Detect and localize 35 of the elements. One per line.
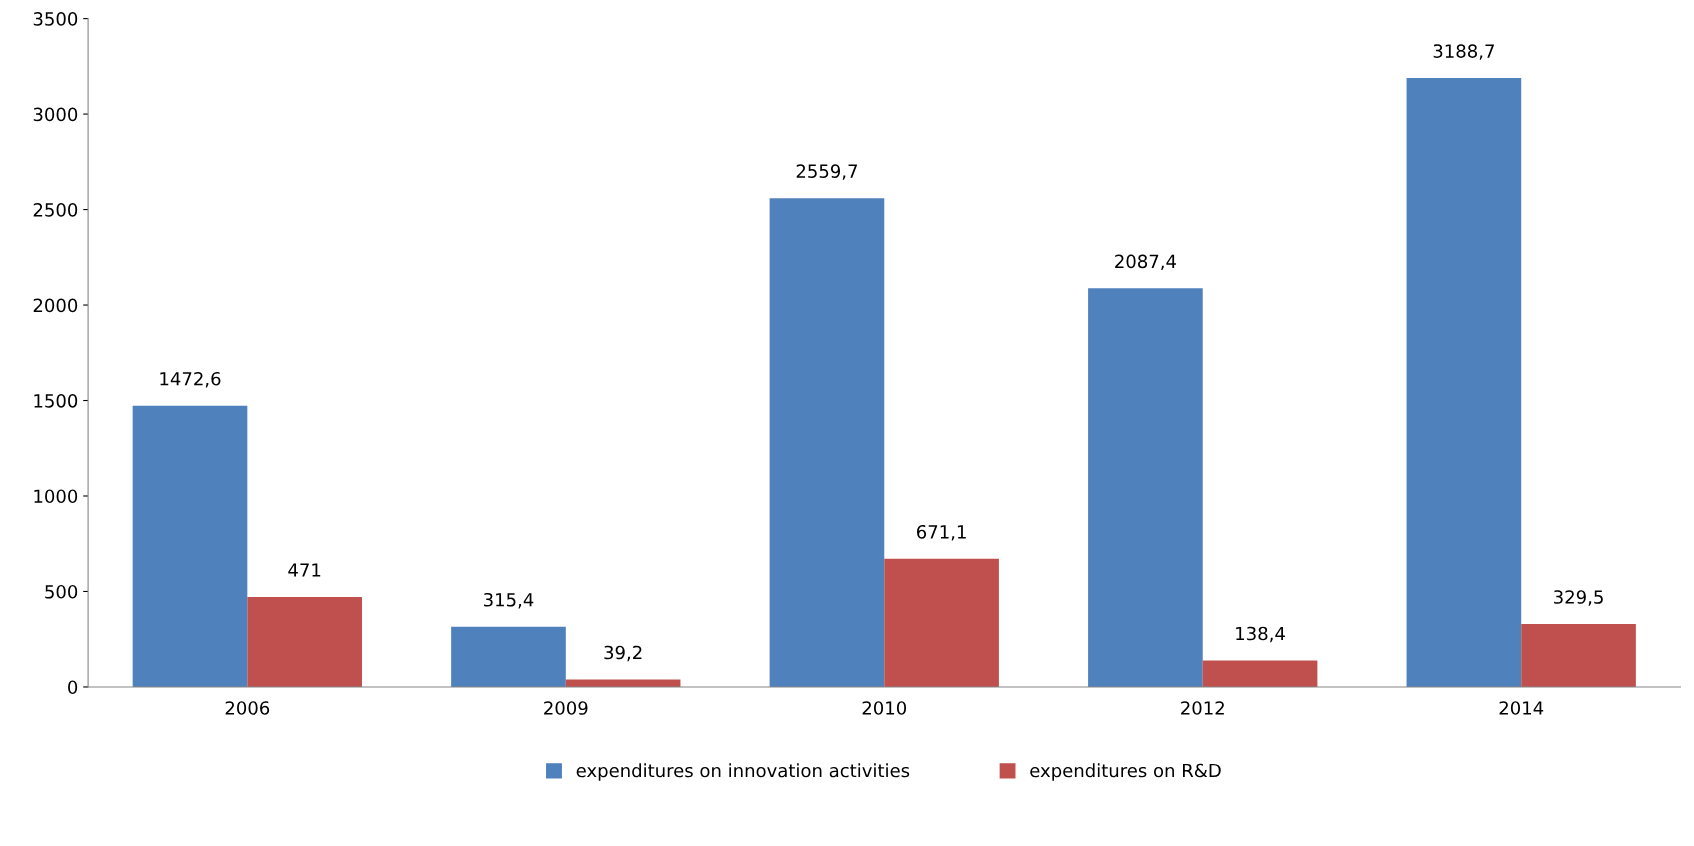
- data-label: 1472,6: [160, 371, 221, 388]
- data-label: 671,1: [917, 524, 966, 541]
- data-label: 329,5: [1554, 590, 1603, 606]
- bar: [1088, 288, 1203, 687]
- data-label: 39,2: [604, 645, 642, 662]
- y-tick-label: 1000: [34, 489, 78, 504]
- x-tick-label: 2010: [862, 701, 907, 715]
- y-tick-label: 3000: [33, 107, 78, 122]
- y-tick-label: 0: [68, 680, 78, 695]
- y-tick-label: 1500: [34, 393, 78, 408]
- legend-label: expenditures on R&D: [1030, 763, 1221, 781]
- bar: [769, 198, 885, 687]
- bar: [132, 405, 248, 687]
- data-label: 2559,7: [796, 164, 857, 180]
- data-label: 2087,4: [1115, 254, 1176, 271]
- bar: [1521, 624, 1636, 687]
- data-label: 3188,7: [1433, 44, 1494, 60]
- y-tick-label: 500: [45, 584, 78, 599]
- y-tick-label: 2000: [33, 298, 78, 313]
- data-label: 138,4: [1236, 626, 1285, 643]
- bar: [884, 558, 999, 687]
- legend-label: expenditures on innovation activities: [576, 763, 910, 781]
- data-label: 315,4: [484, 592, 534, 609]
- bar: [247, 597, 362, 687]
- bar: [565, 679, 681, 687]
- bar: [1202, 660, 1318, 687]
- y-tick-label: 2500: [33, 203, 78, 217]
- x-tick-label: 2014: [1499, 701, 1544, 715]
- x-tick-label: 2006: [225, 701, 270, 715]
- bar: [1406, 78, 1522, 687]
- x-tick-label: 2009: [544, 701, 588, 715]
- data-label: 471: [288, 563, 321, 577]
- bar: [451, 626, 566, 687]
- y-tick-label: 3500: [33, 12, 78, 26]
- x-tick-label: 2012: [1181, 701, 1224, 715]
